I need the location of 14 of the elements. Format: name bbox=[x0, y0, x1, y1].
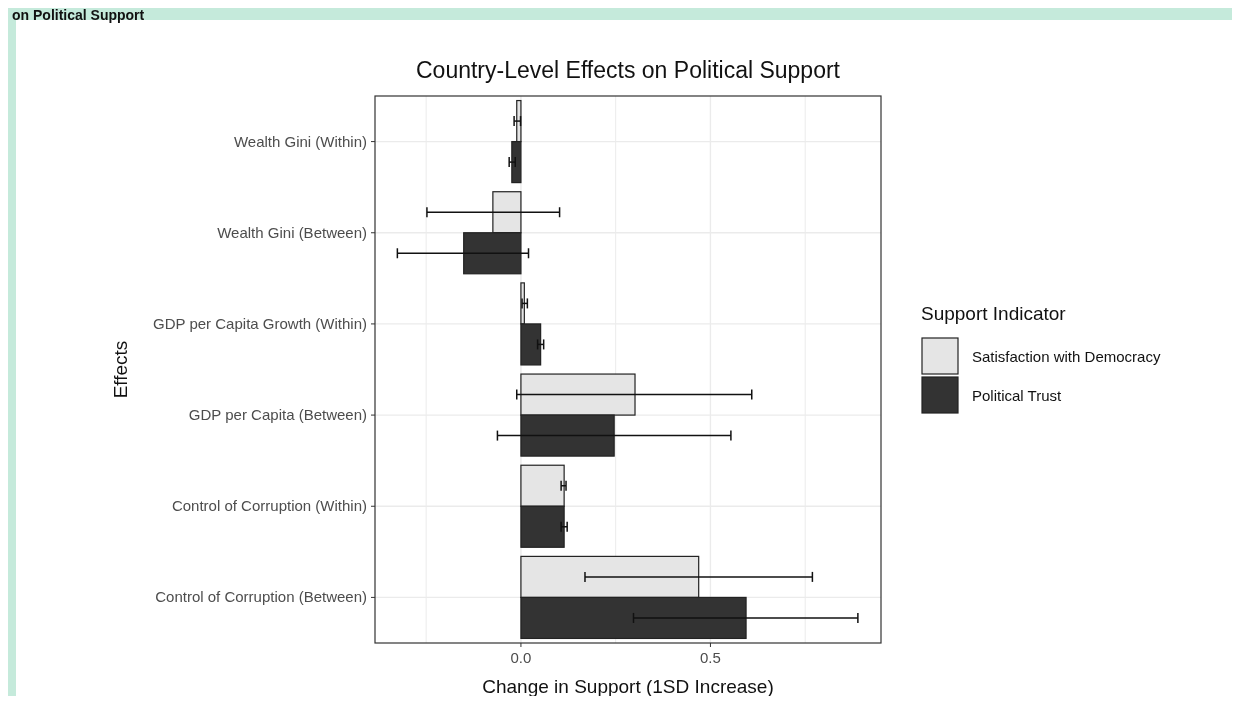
chart-title: Country-Level Effects on Political Support bbox=[415, 57, 841, 83]
legend-label: Satisfaction with Democracy bbox=[972, 348, 1161, 365]
x-tick-label: 0.5 bbox=[700, 649, 721, 666]
y-axis-title: Effects bbox=[109, 340, 131, 399]
x-tick-label: 0.0 bbox=[510, 649, 532, 666]
y-tick-label: GDP per Capita Growth (Within) bbox=[153, 314, 367, 332]
legend-title: Support Indicator bbox=[921, 303, 1067, 324]
y-tick-label: Wealth Gini (Within) bbox=[233, 132, 367, 150]
y-tick-label: Control of Corruption (Within) bbox=[171, 497, 367, 515]
y-tick-label: GDP per Capita (Between) bbox=[188, 406, 367, 424]
legend-label: Political Trust bbox=[972, 387, 1063, 404]
text: on Political Support bbox=[12, 7, 145, 23]
y-tick-label: Control of Corruption (Between) bbox=[155, 588, 367, 606]
y-tick-label: Wealth Gini (Between) bbox=[217, 223, 367, 241]
